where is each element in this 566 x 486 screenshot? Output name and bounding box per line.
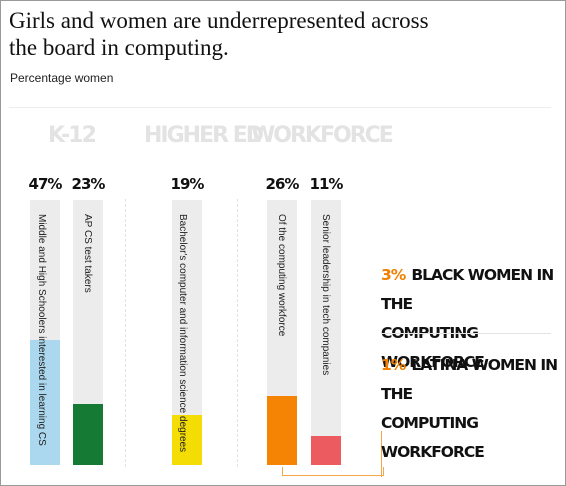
callout-bracket-stem [381, 431, 382, 477]
callout-value: 1% [381, 356, 406, 374]
bar-fill [73, 404, 103, 465]
bar-track [311, 200, 341, 465]
bar-value-label: 26% [265, 175, 300, 193]
callout-text: BLACK WOMEN IN THE [381, 266, 554, 313]
bar-category-label: Senior leadership in tech companies [320, 214, 331, 376]
bar-fill [267, 396, 297, 465]
callout-latina-women: 1% LATINA WOMEN IN THE COMPUTING WORKFORC… [381, 351, 561, 467]
callout-divider [381, 333, 551, 334]
bar-track [172, 200, 202, 465]
bar-track [30, 200, 60, 465]
section-separator [125, 199, 126, 467]
bar-fill [172, 415, 202, 465]
callout-text: LATINA WOMEN IN THE [381, 356, 558, 403]
section-higher-ed: HIGHER ED [144, 123, 264, 148]
bar-category-label: Bachelor's computer and information scie… [177, 214, 188, 453]
callout-value: 3% [381, 266, 406, 284]
callout-text: COMPUTING WORKFORCE [381, 324, 485, 371]
section-workforce: WORKFORCE [251, 123, 394, 148]
bar-track [73, 200, 103, 465]
bar-category-label: Middle and High Schoolers interested in … [36, 214, 47, 446]
bar-value-label: 19% [170, 175, 205, 193]
bar-track [267, 200, 297, 465]
callout-text: COMPUTING WORKFORCE [381, 414, 485, 461]
bar-value-label: 23% [71, 175, 106, 193]
chart-subtitle: Percentage women [10, 71, 114, 85]
bar-value-label: 47% [28, 175, 63, 193]
bar-fill [311, 436, 341, 465]
header-divider [9, 107, 551, 108]
bar-fill [30, 340, 60, 465]
section-k12: K-12 [48, 123, 97, 148]
callout-bracket [282, 467, 384, 476]
section-separator [237, 199, 238, 467]
bar-value-label: 11% [309, 175, 344, 193]
bar-category-label: AP CS test takers [82, 214, 93, 293]
chart-title: Girls and women are underrepresented acr… [9, 8, 429, 60]
bar-category-label: Of the computing workforce [276, 214, 287, 337]
callout-black-women: 3% BLACK WOMEN IN THE COMPUTING WORKFORCE [381, 261, 561, 377]
